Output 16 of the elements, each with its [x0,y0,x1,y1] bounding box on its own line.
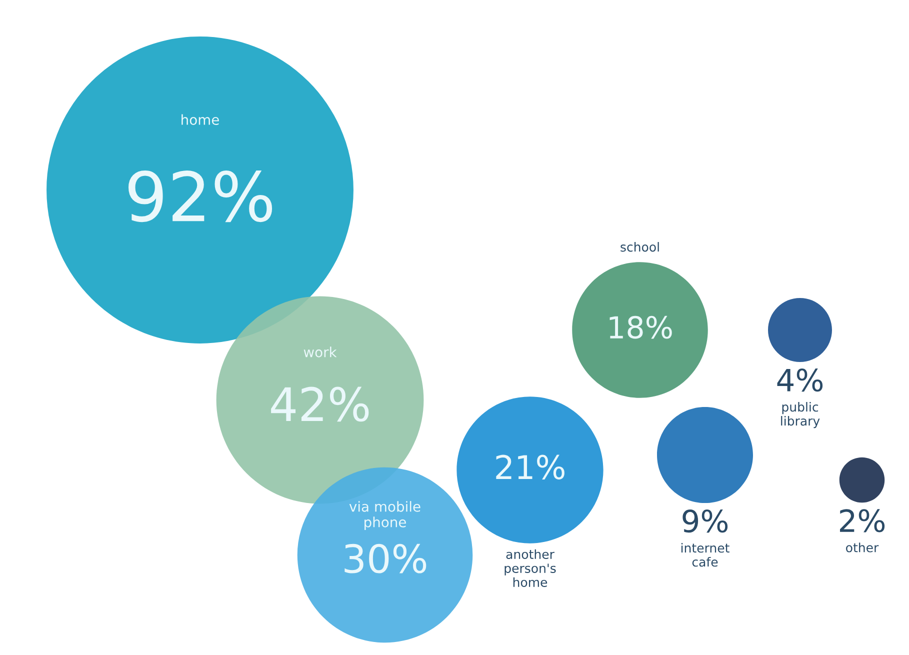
category-label: via mobile phone [349,501,420,530]
data-label: 18% [610,316,672,339]
data-label: 4% [777,368,823,392]
data-label: 30% [344,544,426,574]
category-label: school [620,242,659,252]
data-label: 9% [682,510,728,533]
category-label: work [304,346,337,358]
category-label: other [846,542,879,552]
data-label: 42% [271,386,369,422]
data-label: 21% [496,454,564,480]
category-label: home [182,114,219,125]
data-label: 2% [840,509,885,532]
category-label: internet cafe [681,543,730,567]
category-label: public library [781,402,820,428]
data-label: 92% [128,170,272,222]
category-label: another person's home [504,549,556,587]
